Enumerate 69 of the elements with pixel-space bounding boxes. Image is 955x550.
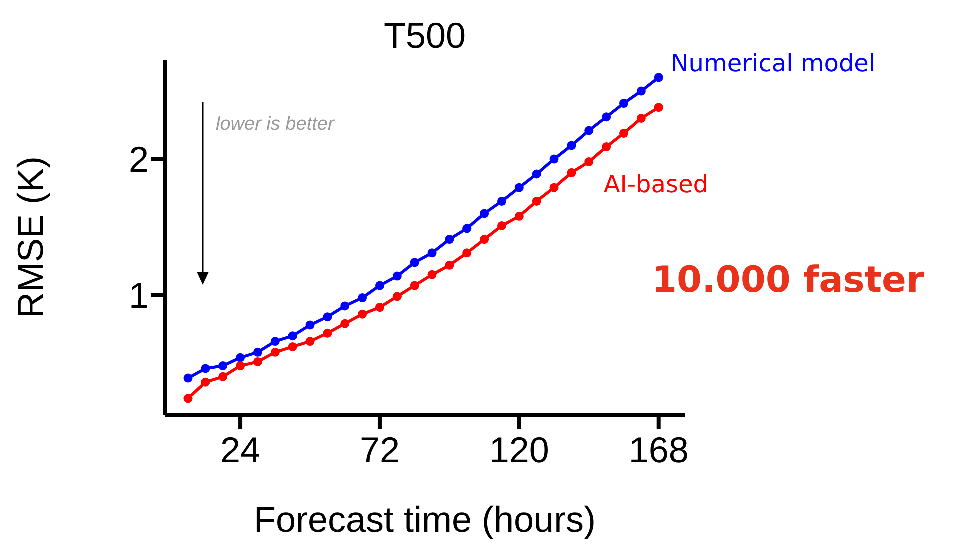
point bbox=[218, 372, 228, 382]
series-label: Numerical model bbox=[670, 50, 876, 78]
point bbox=[253, 348, 262, 357]
point bbox=[201, 364, 210, 374]
point bbox=[514, 212, 524, 221]
point bbox=[462, 224, 472, 234]
annotation: 10.000 faster bbox=[652, 260, 924, 301]
point bbox=[497, 196, 506, 206]
point bbox=[567, 141, 576, 150]
point bbox=[270, 337, 280, 346]
point bbox=[392, 292, 402, 302]
point bbox=[306, 337, 315, 346]
point bbox=[550, 154, 559, 164]
point bbox=[375, 281, 384, 290]
point bbox=[201, 378, 210, 387]
point bbox=[462, 248, 472, 258]
point bbox=[584, 158, 594, 167]
point bbox=[253, 357, 262, 366]
point bbox=[410, 258, 420, 268]
point bbox=[340, 319, 350, 328]
point bbox=[270, 348, 280, 357]
annotation: lower is better bbox=[216, 114, 335, 135]
point bbox=[428, 248, 437, 258]
point bbox=[184, 374, 193, 383]
x-tick-label: 120 bbox=[489, 430, 550, 471]
y-axis-title: RMSE (K) bbox=[10, 156, 51, 318]
series-label: AI-based bbox=[604, 170, 708, 199]
point bbox=[636, 114, 646, 123]
chart-title: T500 bbox=[384, 15, 466, 56]
point bbox=[340, 302, 350, 311]
point bbox=[410, 281, 420, 290]
point bbox=[619, 128, 628, 138]
point bbox=[236, 362, 246, 371]
point bbox=[602, 142, 612, 152]
point bbox=[567, 168, 576, 178]
point bbox=[654, 73, 664, 82]
point bbox=[236, 353, 246, 362]
x-tick-label: 72 bbox=[360, 430, 400, 471]
point bbox=[445, 235, 454, 244]
x-tick-label: 168 bbox=[628, 430, 689, 471]
point bbox=[480, 235, 490, 244]
point bbox=[584, 126, 594, 136]
point bbox=[602, 112, 612, 122]
point bbox=[497, 221, 506, 230]
point bbox=[323, 312, 332, 322]
point bbox=[480, 209, 490, 218]
point bbox=[636, 86, 646, 96]
point bbox=[306, 320, 315, 330]
y-tick-label: 1 bbox=[128, 275, 149, 316]
point bbox=[358, 310, 368, 319]
point bbox=[375, 303, 384, 312]
point bbox=[392, 272, 402, 281]
point bbox=[532, 170, 542, 179]
x-axis-title: Forecast time (hours) bbox=[254, 499, 596, 540]
point bbox=[428, 270, 437, 280]
point bbox=[184, 394, 193, 404]
x-tick-label: 24 bbox=[220, 430, 261, 471]
y-tick-label: 2 bbox=[128, 139, 149, 180]
point bbox=[514, 183, 524, 192]
point bbox=[550, 183, 559, 192]
point bbox=[218, 362, 228, 371]
point bbox=[288, 342, 298, 352]
point bbox=[358, 294, 368, 303]
point bbox=[323, 328, 332, 338]
point bbox=[445, 260, 454, 270]
point bbox=[654, 103, 664, 112]
point bbox=[532, 196, 542, 206]
point bbox=[288, 332, 298, 341]
point bbox=[619, 99, 628, 108]
